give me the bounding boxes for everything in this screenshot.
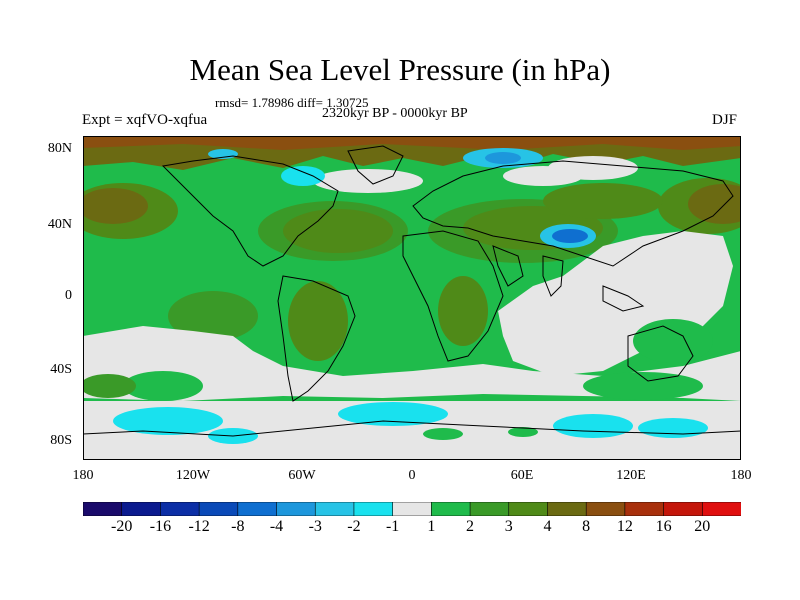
colorbar-swatch	[701, 502, 741, 516]
colorbar-swatch	[585, 502, 626, 516]
lon-label-120e: 120E	[616, 468, 646, 483]
lon-label-60e: 60E	[510, 468, 534, 483]
colorbar-swatch	[121, 502, 162, 516]
field-southern-neutral	[83, 326, 741, 401]
colorbar-label: -4	[269, 518, 284, 535]
lat-label-40s: 40S	[50, 362, 72, 377]
colorbar-swatch	[314, 502, 355, 516]
experiment-label: Expt = xqfVO-xqfua	[82, 112, 208, 128]
stats-text: rmsd= 1.78986 diff= 1.30725	[215, 95, 369, 110]
colorbar-swatch	[469, 502, 510, 516]
lat-label-40n: 40N	[47, 217, 72, 232]
colorbar-label: -2	[347, 518, 361, 535]
lon-label-180e: 180	[730, 468, 752, 483]
lon-label-60w: 60W	[288, 468, 316, 483]
lon-label-180w: 180	[72, 468, 94, 483]
colorbar-swatch	[508, 502, 549, 516]
colorbar-swatch	[276, 502, 316, 516]
field-north-high	[83, 136, 741, 150]
lon-label-120w: 120W	[175, 468, 211, 483]
colorbar-swatch	[353, 502, 394, 516]
period-text: 2320kyr BP - 0000kyr BP	[322, 106, 468, 121]
colorbar	[83, 502, 741, 516]
colorbar-label: -8	[231, 518, 245, 535]
lat-label-0: 0	[65, 288, 72, 303]
pressure-map	[83, 136, 741, 460]
colorbar-swatch	[624, 502, 665, 516]
colorbar-label: 20	[694, 518, 711, 535]
colorbar-swatch	[237, 502, 278, 516]
chart-title: Mean Sea Level Pressure (in hPa)	[189, 52, 611, 87]
lon-label-0: 0	[408, 468, 416, 483]
colorbar-label: 2	[466, 518, 475, 535]
colorbar-swatch	[431, 502, 471, 516]
colorbar-label: -20	[111, 518, 133, 535]
coastlines	[83, 145, 741, 437]
colorbar-label: 16	[655, 518, 672, 535]
lat-label-80s: 80S	[50, 433, 72, 448]
colorbar-label: 3	[504, 518, 513, 535]
colorbar-label: 4	[543, 518, 552, 535]
colorbar-swatch	[83, 502, 123, 516]
colorbar-label: -16	[149, 518, 172, 535]
colorbar-swatch	[198, 502, 239, 516]
colorbar-swatch	[392, 502, 432, 516]
colorbar-label: -12	[188, 518, 210, 535]
colorbar-swatch	[663, 502, 703, 516]
colorbar-swatch	[160, 502, 200, 516]
lat-label-80n: 80N	[47, 141, 72, 156]
season-label: DJF	[712, 112, 738, 128]
colorbar-label: 12	[616, 518, 633, 535]
colorbar-label: 1	[427, 518, 436, 535]
colorbar-swatch	[547, 502, 587, 516]
colorbar-label: -1	[385, 518, 400, 535]
colorbar-label: 8	[582, 518, 591, 535]
colorbar-label: -3	[308, 518, 322, 535]
